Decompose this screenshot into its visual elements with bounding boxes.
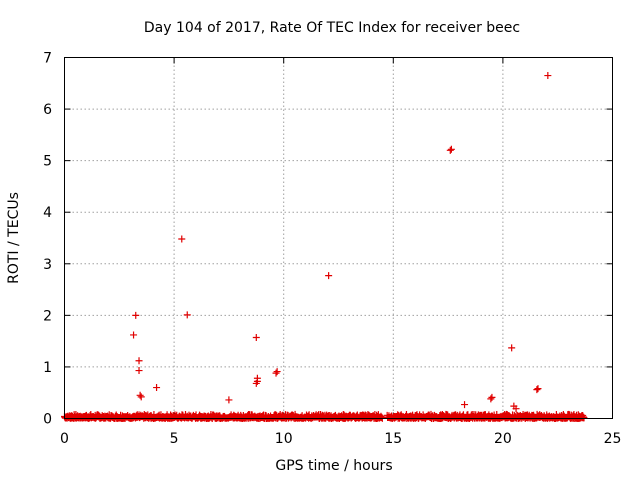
data-point <box>132 311 140 319</box>
data-point <box>508 344 516 352</box>
data-point <box>153 384 161 392</box>
x-tick-label: 15 <box>384 431 402 447</box>
data-point <box>544 72 552 80</box>
y-tick-label: 3 <box>43 257 52 273</box>
data-point <box>447 145 455 153</box>
baseline-point <box>580 414 588 422</box>
data-point <box>252 334 260 342</box>
data-point <box>272 369 280 377</box>
y-tick-label: 6 <box>43 102 52 118</box>
data-point <box>130 331 138 339</box>
data-points <box>130 72 552 413</box>
data-point <box>325 272 333 280</box>
x-tick-label: 5 <box>170 431 179 447</box>
baseline-band-points <box>61 410 588 422</box>
data-point <box>446 146 454 154</box>
x-tick-labels: 0 5 10 15 20 25 <box>60 431 621 447</box>
data-point <box>137 393 145 401</box>
data-point <box>512 405 520 413</box>
x-tick-label: 10 <box>275 431 293 447</box>
data-point <box>225 396 233 404</box>
data-point <box>273 368 281 376</box>
grid-lines <box>64 57 613 419</box>
data-point <box>135 367 143 375</box>
y-tick-labels: 0 1 2 3 4 5 6 7 <box>43 51 52 428</box>
data-point <box>183 311 191 319</box>
data-point <box>534 385 542 393</box>
y-axis-label: ROTI / TECUs <box>6 192 22 284</box>
data-point <box>136 391 144 399</box>
x-axis-label: GPS time / hours <box>275 458 392 474</box>
y-tick-label: 4 <box>43 205 52 221</box>
y-tick-label: 1 <box>43 360 52 376</box>
x-tick-label: 0 <box>60 431 69 447</box>
data-point <box>253 374 261 382</box>
x-tick-label: 25 <box>604 431 622 447</box>
data-point <box>533 386 541 394</box>
plot-frame <box>64 57 613 419</box>
data-point <box>135 357 143 365</box>
y-tick-label: 5 <box>43 154 52 170</box>
data-point <box>178 235 186 243</box>
y-tick-label: 2 <box>43 308 52 324</box>
x-tick-label: 20 <box>494 431 512 447</box>
y-tick-label: 7 <box>43 51 52 67</box>
chart-title: Day 104 of 2017, Rate Of TEC Index for r… <box>144 20 520 36</box>
axis-ticks <box>64 57 613 419</box>
data-point <box>488 393 496 401</box>
y-tick-label: 0 <box>43 412 52 428</box>
data-point <box>487 395 495 403</box>
data-point <box>461 401 469 409</box>
